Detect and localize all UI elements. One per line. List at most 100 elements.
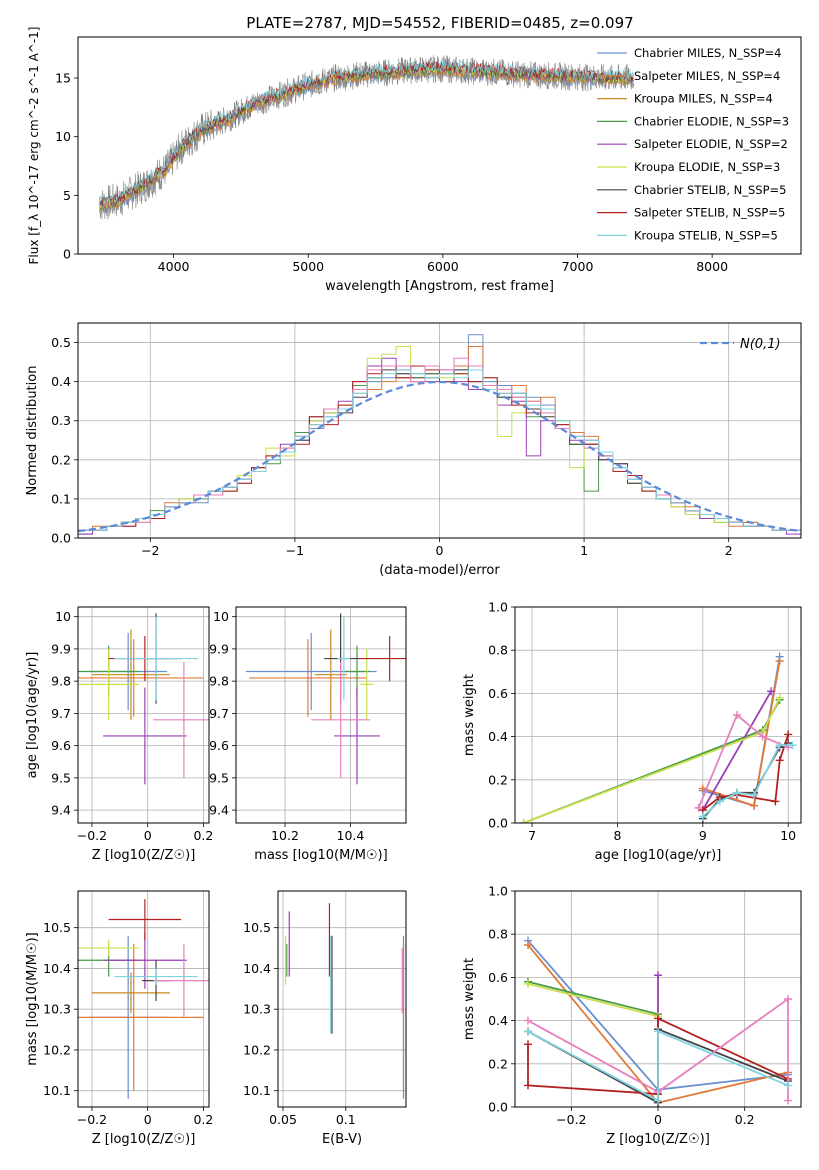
weight-marker (784, 1081, 792, 1090)
y-tick-label: 9.6 (209, 738, 229, 753)
plot-area (519, 652, 797, 823)
y-tick-label: 9.7 (51, 706, 71, 721)
legend-label: Chabrier MILES, N_SSP=4 (634, 46, 781, 60)
y-tick-label: 0.2 (488, 772, 508, 787)
x-tick-label: 0.2 (735, 1112, 755, 1127)
legend-label: N(0,1) (740, 337, 781, 352)
axes-frame (77, 890, 210, 1108)
y-tick-label: 0.0 (51, 531, 71, 546)
y-tick-label: 0.5 (51, 335, 71, 350)
weight-marker (732, 788, 741, 797)
x-tick-label: 0.2 (193, 828, 213, 843)
x-tick-label: 1 (580, 543, 588, 558)
legend-label: Salpeter ELODIE, N_SSP=2 (634, 137, 788, 151)
y-tick-label: 10.5 (43, 920, 71, 935)
weight-marker (698, 784, 707, 793)
y-tick-label: 0.3 (51, 413, 71, 428)
legend-label: Salpeter MILES, N_SSP=4 (634, 69, 780, 83)
y-tick-label: 0.1 (51, 491, 71, 506)
y-tick-label: 1.0 (488, 600, 508, 615)
gaussian-curve (78, 380, 801, 533)
y-tick-label: 10.2 (243, 1042, 271, 1057)
y-axis-label: age [log10(age/yr)] (25, 652, 40, 779)
legend: N(0,1) (700, 337, 781, 352)
y-tick-label: 9.8 (209, 674, 229, 689)
weight-marker (784, 995, 792, 1003)
axes-frame (77, 322, 802, 539)
x-tick-label: 6000 (427, 259, 459, 274)
model-spectrum (99, 63, 634, 209)
y-tick-label: 10.5 (243, 920, 271, 935)
x-axis-label: E(B-V) (322, 1132, 362, 1147)
weight-marker (698, 812, 707, 821)
panel-age-vs-mass: 10.2 10.4 9.4 9.5 9.6 9.7 9.8 9.9 10 mass [log10(… (209, 606, 407, 863)
y-tick-label: 9.6 (51, 738, 71, 753)
weight-line (697, 713, 789, 809)
weight-marker (654, 1096, 662, 1105)
y-tick-label: 0 (63, 247, 71, 262)
x-axis-label: Z [log10(Z/Z☉)] (92, 1132, 196, 1147)
x-tick-label: 0 (436, 543, 444, 558)
y-tick-label: 5 (63, 188, 71, 203)
weight-line (702, 690, 772, 811)
legend-label: Chabrier STELIB, N_SSP=5 (634, 183, 786, 197)
y-tick-label: 0.0 (488, 816, 508, 831)
legend-label: Chabrier ELODIE, N_SSP=3 (634, 114, 789, 128)
x-axis-label: mass [log10(M/M☉)] (254, 848, 387, 863)
y-axis-label: mass [log10(M/M☉)] (25, 932, 40, 1065)
y-tick-label: 9.9 (209, 641, 229, 656)
x-tick-label: 10.2 (271, 828, 299, 843)
weight-line (702, 656, 781, 807)
weight-marker (524, 979, 532, 988)
model-spectrum (99, 66, 634, 212)
weight-line (527, 1030, 789, 1102)
panel-massweight-vs-Z: −0.2 0 0.2 0.0 0.2 0.4 0.6 0.8 1.0 Z [log10(Z/Z☉)… (462, 884, 802, 1147)
weight-marker (788, 741, 797, 750)
x-tick-label: 8000 (696, 259, 728, 274)
x-tick-label: 7000 (562, 259, 594, 274)
weight-marker (732, 711, 741, 719)
weight-marker (758, 732, 767, 741)
y-tick-label: 0.2 (488, 1056, 508, 1071)
weight-marker (524, 1040, 532, 1049)
x-tick-label: 7 (528, 828, 536, 843)
weight-marker (694, 803, 703, 812)
plot-area (284, 903, 405, 1099)
axes-frame (77, 36, 802, 255)
y-tick-label: 0.2 (51, 452, 71, 467)
plot-area (78, 613, 209, 785)
x-tick-label: −0.2 (77, 1112, 107, 1127)
x-tick-label: 5000 (292, 259, 324, 274)
axes-frame (514, 606, 802, 824)
legend-label: Kroupa ELODIE, N_SSP=3 (634, 160, 780, 174)
x-axis-label: Z [log10(Z/Z☉)] (606, 1132, 710, 1147)
x-tick-label: 8 (613, 828, 621, 843)
x-tick-label: 9 (699, 828, 707, 843)
model-spectrum (99, 62, 634, 209)
weight-marker (775, 693, 784, 702)
weight-marker (654, 1014, 662, 1023)
weight-marker (524, 1027, 532, 1036)
y-tick-label: 10.3 (43, 1002, 71, 1017)
weight-marker (784, 730, 793, 739)
axes-frame (235, 606, 407, 824)
panel-mass-vs-ebv: 0.05 0.1 10.1 10.2 10.3 10.4 10.5 E(B-V) (243, 890, 407, 1147)
weight-line (527, 983, 659, 1018)
panel-residuals: −2 −1 0 1 2 0.0 0.1 0.2 0.3 0.4 0.5 (data-model)/er… (25, 322, 802, 578)
model-spectrum (99, 64, 634, 211)
x-axis-label: Z [log10(Z/Z☉)] (92, 848, 196, 863)
x-tick-label: 0 (144, 828, 152, 843)
x-tick-label: 0 (144, 1112, 152, 1127)
x-tick-label: 2 (725, 543, 733, 558)
y-tick-label: 0.4 (488, 729, 508, 744)
y-tick-label: 0.4 (51, 374, 71, 389)
histogram-series (78, 369, 801, 538)
y-tick-label: 9.8 (51, 674, 71, 689)
y-tick-label: 10.4 (243, 961, 271, 976)
y-tick-label: 9.5 (209, 770, 229, 785)
y-tick-label: 0.6 (488, 686, 508, 701)
x-axis-label: age [log10(age/yr)] (595, 848, 722, 863)
y-tick-label: 15 (55, 71, 71, 86)
